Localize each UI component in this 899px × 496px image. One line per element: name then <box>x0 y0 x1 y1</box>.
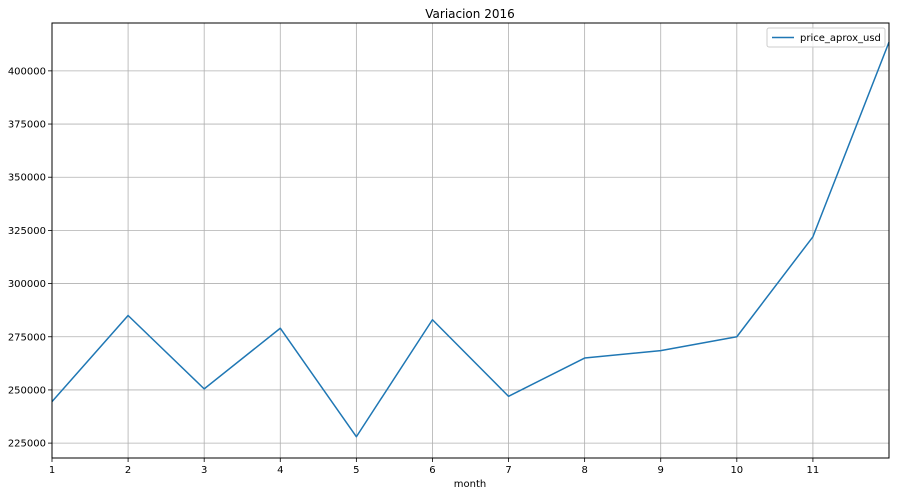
y-tick-label: 400000 <box>8 66 46 77</box>
x-tick-label: 6 <box>429 465 435 476</box>
data-point <box>811 235 815 239</box>
x-tick-label: 11 <box>807 465 820 476</box>
data-point <box>278 326 282 330</box>
grid <box>51 23 889 458</box>
data-point <box>735 335 739 339</box>
chart-title: Variacion 2016 <box>425 7 514 21</box>
y-tick-label: 375000 <box>8 120 46 131</box>
x-tick-label: 5 <box>353 465 359 476</box>
data-point <box>430 318 434 322</box>
x-tick-label: 9 <box>658 465 664 476</box>
x-tick-label: 1 <box>49 465 55 476</box>
y-tick-label: 325000 <box>8 226 46 237</box>
x-tick-label: 3 <box>201 465 207 476</box>
x-axis: 1 2 3 4 5 6 7 8 9 10 11 <box>49 458 819 476</box>
x-tick-label: 2 <box>125 465 131 476</box>
y-tick-label: 300000 <box>8 279 46 290</box>
y-tick-label: 275000 <box>8 332 46 343</box>
legend-label: price_aprox_usd <box>800 33 881 44</box>
x-tick-label: 4 <box>277 465 283 476</box>
y-axis: 225000 250000 275000 300000 325000 350000 3750… <box>8 66 52 450</box>
y-tick-label: 250000 <box>8 385 46 396</box>
x-tick-label: 8 <box>581 465 587 476</box>
legend-box <box>766 27 886 48</box>
x-tick-label: 7 <box>505 465 511 476</box>
legend: price_aprox_usd <box>766 27 886 48</box>
data-point <box>507 394 511 398</box>
plot-frame <box>51 22 890 459</box>
y-tick-label: 350000 <box>8 173 46 184</box>
series-line <box>51 41 890 438</box>
data-point <box>659 349 663 353</box>
data-point <box>126 313 130 317</box>
x-tick-label: 10 <box>730 465 743 476</box>
data-point <box>354 435 358 439</box>
y-tick-label: 225000 <box>8 439 46 450</box>
x-axis-label: month <box>454 479 486 490</box>
series-layer <box>51 41 890 439</box>
data-point <box>202 387 206 391</box>
data-point <box>583 356 587 360</box>
